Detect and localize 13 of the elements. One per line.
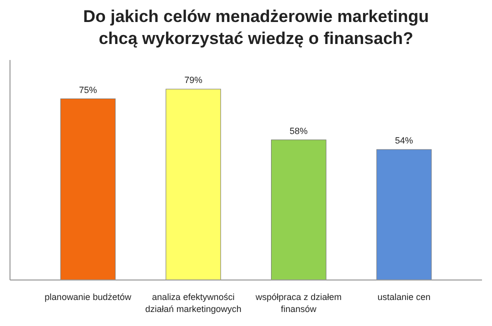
chart-title: Do jakich celów menadżerowie marketingu chcą wykorzystać wiedzę o finansach? (83, 7, 429, 48)
bar (376, 149, 432, 280)
bar (166, 88, 221, 280)
x-tick-label: analiza efektywności działań marketingowych (145, 292, 242, 314)
bar (60, 98, 116, 280)
x-tick-label: planowanie budżetów (44, 292, 132, 302)
data-label: 58% (290, 126, 308, 136)
data-label: 54% (395, 136, 414, 146)
x-tick-label: ustalanie cen (378, 292, 431, 302)
data-label: 79% (184, 75, 202, 86)
bar (271, 140, 326, 280)
data-label: 75% (78, 84, 97, 95)
x-tick-label: współpraca z działem finansów (254, 292, 342, 314)
